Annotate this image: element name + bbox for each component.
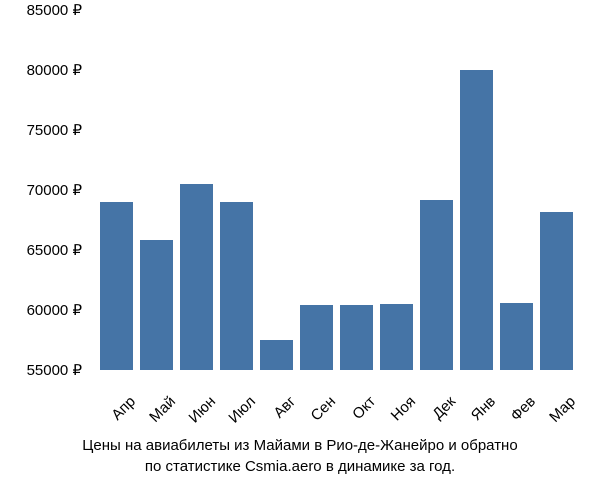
bar <box>380 304 413 370</box>
x-tick-label: Авг <box>264 393 299 428</box>
y-tick-label: 75000 ₽ <box>27 121 82 139</box>
caption-line-1: Цены на авиабилеты из Майами в Рио-де-Жа… <box>0 435 600 456</box>
bar <box>500 303 533 370</box>
bar <box>220 202 253 370</box>
x-tick-label: Июн <box>184 393 219 428</box>
x-tick-label: Мар <box>544 393 579 428</box>
y-tick-label: 60000 ₽ <box>27 301 82 319</box>
bars-group <box>95 10 585 370</box>
bar <box>340 305 373 370</box>
x-tick-label: Апр <box>104 393 139 428</box>
bar <box>540 212 573 370</box>
bar <box>140 240 173 370</box>
bar <box>300 305 333 370</box>
chart-container: 55000 ₽ 60000 ₽ 65000 ₽ 70000 ₽ 75000 ₽ 80000… <box>0 0 600 500</box>
x-tick-label: Дек <box>424 393 459 428</box>
chart-caption: Цены на авиабилеты из Майами в Рио-де-Жа… <box>0 435 600 477</box>
x-tick-label: Окт <box>344 393 379 428</box>
x-tick-label: Май <box>144 393 179 428</box>
bar <box>180 184 213 370</box>
y-axis: 55000 ₽60000 ₽65000 ₽70000 ₽75000 ₽80000… <box>0 10 90 370</box>
y-tick-label: 55000 ₽ <box>27 361 82 379</box>
x-axis: АпрМайИюнИюлАвгСенОктНояДекЯнвФевМар <box>95 375 585 435</box>
bar <box>420 200 453 370</box>
bar <box>260 340 293 370</box>
x-tick-label: Июл <box>224 393 259 428</box>
plot-area <box>95 10 585 370</box>
bar <box>460 70 493 370</box>
x-tick-label: Ноя <box>384 393 419 428</box>
y-tick-label: 85000 ₽ <box>27 1 82 19</box>
x-tick-label: Фев <box>504 393 539 428</box>
y-tick-label: 65000 ₽ <box>27 241 82 259</box>
caption-line-2: по статистике Csmia.aero в динамике за г… <box>0 456 600 477</box>
x-tick-label: Янв <box>464 393 499 428</box>
y-tick-label: 80000 ₽ <box>27 61 82 79</box>
x-tick-label: Сен <box>304 393 339 428</box>
y-tick-label: 70000 ₽ <box>27 181 82 199</box>
bar <box>100 202 133 370</box>
x-labels-group: АпрМайИюнИюлАвгСенОктНояДекЯнвФевМар <box>95 375 585 392</box>
